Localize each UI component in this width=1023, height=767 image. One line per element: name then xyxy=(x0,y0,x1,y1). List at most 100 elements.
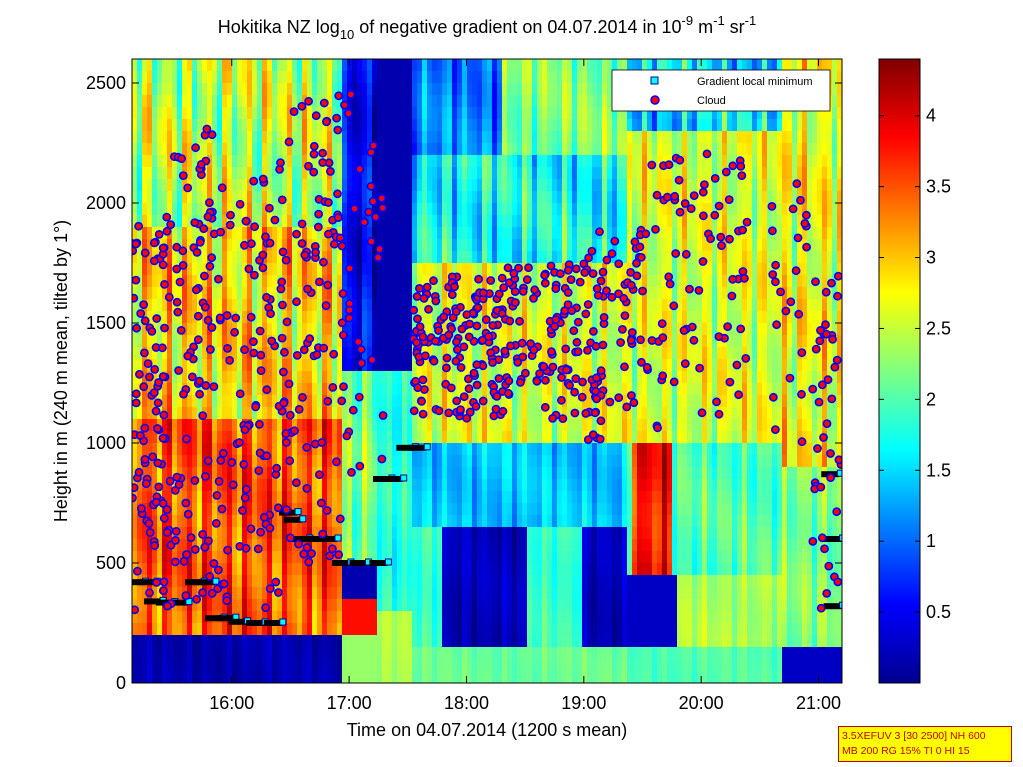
cloud-marker xyxy=(139,348,149,358)
cloud-marker xyxy=(160,323,169,333)
cloud-marker xyxy=(178,171,188,180)
cloud-marker xyxy=(614,393,624,403)
cloud-marker xyxy=(478,396,488,406)
minimum-dash xyxy=(384,476,403,482)
cloud-marker xyxy=(292,229,301,239)
cloud-marker xyxy=(225,220,235,230)
cloud-marker xyxy=(261,603,270,613)
cloud-marker xyxy=(824,561,834,571)
cloud-marker xyxy=(641,229,651,239)
x-tick-label: 18:00 xyxy=(444,693,489,713)
cloud-marker xyxy=(768,226,777,236)
minimum-dash xyxy=(205,615,224,622)
cloud-marker xyxy=(151,497,161,507)
cloud-marker xyxy=(371,212,381,222)
cloud-marker xyxy=(377,193,387,203)
cloud-marker xyxy=(569,326,579,336)
cloud-marker xyxy=(821,287,831,297)
cloud-marker xyxy=(246,239,256,249)
cloud-marker xyxy=(802,242,811,252)
cloud-marker xyxy=(323,229,333,239)
cloud-marker xyxy=(811,277,820,287)
cloud-marker xyxy=(834,455,842,465)
cloud-marker xyxy=(632,271,642,281)
cloud-marker xyxy=(344,109,353,118)
cloud-marker xyxy=(181,498,191,508)
cloud-marker xyxy=(675,155,685,165)
cloud-marker xyxy=(788,204,798,214)
y-tick-label: 1000 xyxy=(86,433,126,453)
cloud-marker xyxy=(292,350,302,360)
cloud-marker xyxy=(652,190,662,200)
minimum-dash xyxy=(283,516,302,523)
cloud-marker xyxy=(172,297,182,307)
cloud-marker xyxy=(796,195,805,205)
cloud-marker xyxy=(132,275,141,285)
cloud-marker xyxy=(632,258,641,268)
cloud-marker xyxy=(162,212,172,222)
cloud-marker xyxy=(581,408,591,418)
cloud-marker xyxy=(740,273,749,283)
cloud-marker xyxy=(248,337,258,347)
cloud-marker xyxy=(446,383,456,393)
cloud-marker xyxy=(314,470,324,480)
cloud-marker xyxy=(732,360,742,370)
cloud-marker xyxy=(153,424,162,433)
cloud-marker xyxy=(572,337,582,347)
colorbar-tick-label: 1.5 xyxy=(926,460,951,480)
minimum-dash xyxy=(290,536,309,542)
cloud-marker xyxy=(592,394,601,404)
cloud-marker xyxy=(222,596,232,605)
cloud-marker xyxy=(771,260,780,270)
minimum-dash xyxy=(263,620,282,626)
cloud-marker xyxy=(313,222,323,232)
cloud-marker xyxy=(150,541,160,550)
cloud-marker xyxy=(702,149,712,159)
cloud-marker xyxy=(669,377,679,387)
cloud-marker xyxy=(813,444,822,453)
cloud-marker xyxy=(170,557,180,567)
cloud-marker xyxy=(144,519,154,528)
plot-frame xyxy=(131,58,843,684)
cloud-marker xyxy=(486,276,496,285)
cloud-marker xyxy=(420,351,430,361)
cloud-marker xyxy=(510,287,520,296)
cloud-marker xyxy=(171,527,181,536)
cloud-marker xyxy=(154,229,164,239)
cloud-marker xyxy=(134,369,144,379)
cloud-marker xyxy=(140,248,150,258)
cloud-marker xyxy=(503,388,513,398)
cloud-marker xyxy=(560,306,570,316)
cloud-marker xyxy=(272,463,281,473)
cloud-marker xyxy=(524,263,533,273)
cloud-marker xyxy=(147,326,157,336)
cloud-marker xyxy=(132,293,139,303)
cloud-marker xyxy=(629,398,639,408)
cloud-marker xyxy=(337,396,347,406)
cloud-marker xyxy=(563,288,573,297)
cloud-marker xyxy=(153,458,163,468)
chart-title: Hokitika NZ log10 of negative gradient o… xyxy=(218,13,756,42)
cloud-marker xyxy=(412,338,421,347)
cloud-marker xyxy=(571,264,581,274)
cloud-marker xyxy=(294,539,303,549)
cloud-marker xyxy=(584,253,593,263)
cloud-marker xyxy=(728,274,738,284)
cloud-marker xyxy=(158,243,168,253)
cloud-marker xyxy=(132,483,139,493)
cloud-marker xyxy=(434,326,443,335)
cloud-marker xyxy=(348,405,358,415)
cloud-marker xyxy=(471,401,481,411)
cloud-marker xyxy=(140,454,150,464)
colorbar-tick-label: 2 xyxy=(926,389,936,409)
cloud-marker xyxy=(159,410,169,420)
cloud-marker xyxy=(182,434,191,444)
cloud-marker xyxy=(562,365,572,375)
cloud-marker xyxy=(176,325,186,335)
cloud-marker xyxy=(821,320,830,330)
gradient-minimum-marker xyxy=(334,534,342,542)
colorbar-tick-label: 1 xyxy=(926,531,936,551)
cloud-marker xyxy=(571,374,581,383)
cloud-marker xyxy=(281,437,291,447)
cloud-marker xyxy=(329,349,339,359)
